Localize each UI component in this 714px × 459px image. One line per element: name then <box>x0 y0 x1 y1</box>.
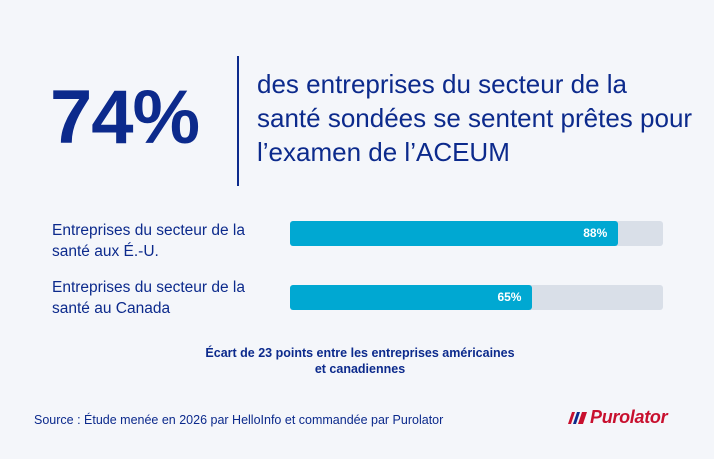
headline-divider <box>237 56 239 186</box>
bar-us <box>290 221 619 246</box>
bar-canada <box>290 285 533 310</box>
purolator-logo: Purolator <box>566 407 668 428</box>
bar-value-canada: 65% <box>497 290 522 304</box>
bar-label-us: Entreprises du secteur de la santé aux É… <box>52 222 245 260</box>
gap-note: Écart de 23 points entre les entreprises… <box>205 346 515 376</box>
bar-label-canada: Entreprises du secteur de la santé au Ca… <box>52 279 245 317</box>
purolator-mark-icon <box>568 411 587 424</box>
headline-text: des entreprises du secteur de la santé s… <box>257 69 693 167</box>
bar-value-us: 88% <box>583 226 608 240</box>
bar-track-canada: 65% <box>290 285 663 310</box>
headline-stat: 74% <box>50 75 200 160</box>
logo-text: Purolator <box>590 407 668 427</box>
source-note: Source : Étude menée en 2026 par HelloIn… <box>34 413 444 427</box>
bar-track-us: 88% <box>290 221 663 246</box>
